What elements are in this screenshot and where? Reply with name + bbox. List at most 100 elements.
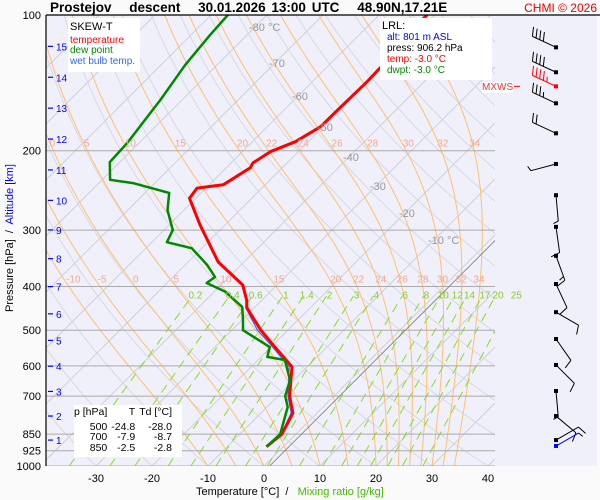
altitude-tick-label: 11 <box>56 166 67 177</box>
wind-barb <box>554 310 580 335</box>
isotherm-label: -40 <box>343 152 359 164</box>
cell-p: 700 <box>89 431 108 443</box>
barb-shaft <box>555 226 561 253</box>
mixing-ratio-line <box>370 295 468 466</box>
barb-feather <box>557 279 566 287</box>
isotherm-line <box>46 15 324 293</box>
mixing-ratio-label: 12 <box>452 290 464 301</box>
mixing-ratio-label: 0.4 <box>226 290 240 301</box>
isotherm-line <box>151 122 495 466</box>
table-header-row: p [hPa] T Td [°C] <box>74 407 176 422</box>
altitude-tick-label: 8 <box>56 255 62 266</box>
barb-half-feather <box>527 166 532 171</box>
lrl-box: LRL: alt: 801 m ASL press: 906.2 hPa tem… <box>380 18 492 80</box>
barb-feather <box>535 84 538 95</box>
moist-adiabat-label: 20 <box>330 274 342 285</box>
barb-station-dot <box>554 414 558 419</box>
wind-barb <box>531 26 558 50</box>
mixing-ratio-label: 6 <box>402 290 408 301</box>
temperature-tick-label: 20 <box>370 473 382 485</box>
dry-adiabat-line <box>208 15 495 333</box>
cell-td: -2.8 <box>153 441 173 454</box>
mixing-ratio-label: 14 <box>464 290 476 301</box>
mixing-ratio-label: 1.4 <box>300 290 314 301</box>
altitude-tick-label: 1 <box>56 436 62 447</box>
temperature-tick-label: 40 <box>482 473 494 485</box>
wind-barb <box>554 253 566 287</box>
sounding-datetime: 30.01.2026 13:00 UTC <box>198 0 340 15</box>
lrl-pressure: press: 906.2 hPa <box>387 43 463 54</box>
barb-shaft <box>555 390 559 417</box>
moist-adiabat-label: 32 <box>437 139 449 150</box>
dry-adiabat-line <box>237 15 495 300</box>
isotherm-label: -30 <box>370 181 386 193</box>
mixing-ratio-label: 8 <box>424 290 430 301</box>
altitude-tick-label: 5 <box>56 336 62 347</box>
mixing-ratio-line <box>215 295 327 466</box>
mixing-ratio-line <box>356 295 455 466</box>
barb-shaft <box>555 311 579 326</box>
moist-adiabat-label: 10 <box>125 139 137 150</box>
legend-wetbulb: wet bulb temp. <box>70 55 136 67</box>
pressure-tick-label: 500 <box>23 325 41 337</box>
pressure-tick-label: 600 <box>23 361 41 373</box>
dry-adiabat-line <box>266 15 495 267</box>
barb-shaft <box>555 338 572 361</box>
altitude-tick-label: 10 <box>56 196 68 207</box>
barb-station-dot <box>554 337 558 342</box>
x-axis-label: Temperature [°C] / Mixing ratio [g/kg] <box>196 486 384 498</box>
pressure-tick-label: 300 <box>23 225 41 237</box>
max-wind-barb <box>514 65 558 89</box>
mixing-ratio-line <box>298 295 403 466</box>
barb-shaft <box>532 60 557 73</box>
barb-shaft <box>555 195 559 222</box>
altitude-tick-label: 2 <box>56 412 62 423</box>
altitude-tick-label: 7 <box>56 283 62 294</box>
moist-adiabat-label: 26 <box>332 139 344 150</box>
mxws-label: MXWS <box>482 82 514 93</box>
moist-adiabat-label: 0 <box>133 274 139 285</box>
isotherm-label: -50 <box>317 122 333 134</box>
legend-temperature: temperature <box>70 34 124 46</box>
isotherm-label: -20 <box>399 208 415 220</box>
moist-adiabat-label: 5 <box>84 139 90 150</box>
mixing-ratio-line <box>387 295 483 466</box>
wind-barb <box>554 426 586 443</box>
lrl-altitude: alt: 801 m ASL <box>387 32 453 43</box>
table-row: 700 -7.9 -8.7 <box>74 432 176 443</box>
barb-feather <box>578 426 586 434</box>
isotherm-line <box>207 178 495 466</box>
moist-adiabat-label: 15 <box>273 274 285 285</box>
freezing-isotherm-line <box>269 240 495 466</box>
moist-adiabat-label: 5 <box>173 274 179 285</box>
barb-station-dot <box>554 45 558 50</box>
altitude-axis-label: Altitude [km] <box>4 164 16 225</box>
isotherm-line <box>319 290 495 466</box>
table-row: 500 -24.8 -28.0 <box>74 421 176 433</box>
isotherm-label: -70 <box>269 58 285 70</box>
barb-feather <box>531 26 535 37</box>
barb-station-dot <box>554 438 558 443</box>
wind-barb <box>554 362 575 393</box>
altitude-tick-label: 12 <box>56 135 68 146</box>
isotherm-label: -60 <box>292 91 308 103</box>
mixing-ratio-label: 4 <box>373 290 379 301</box>
barb-shaft <box>555 364 575 384</box>
barb-shaft <box>530 163 557 172</box>
barb-feather <box>535 53 538 64</box>
mixing-ratio-line <box>167 295 284 466</box>
station-coords: 48.90N,17.21E <box>357 0 448 15</box>
wind-barbs <box>514 26 586 449</box>
dewpoint-curve <box>108 15 292 448</box>
barb-feather <box>564 360 572 369</box>
barb-station-dot <box>554 282 558 287</box>
barb-half-feather <box>553 220 559 224</box>
barb-feather <box>559 307 568 315</box>
dry-adiabat-line <box>324 15 495 202</box>
mixing-ratio-label: 10 <box>438 290 450 301</box>
barb-feather <box>531 82 535 93</box>
mixing-ratio-line <box>322 295 424 466</box>
mixing-ratio-line <box>341 295 441 466</box>
col-header-t: T <box>128 406 136 418</box>
